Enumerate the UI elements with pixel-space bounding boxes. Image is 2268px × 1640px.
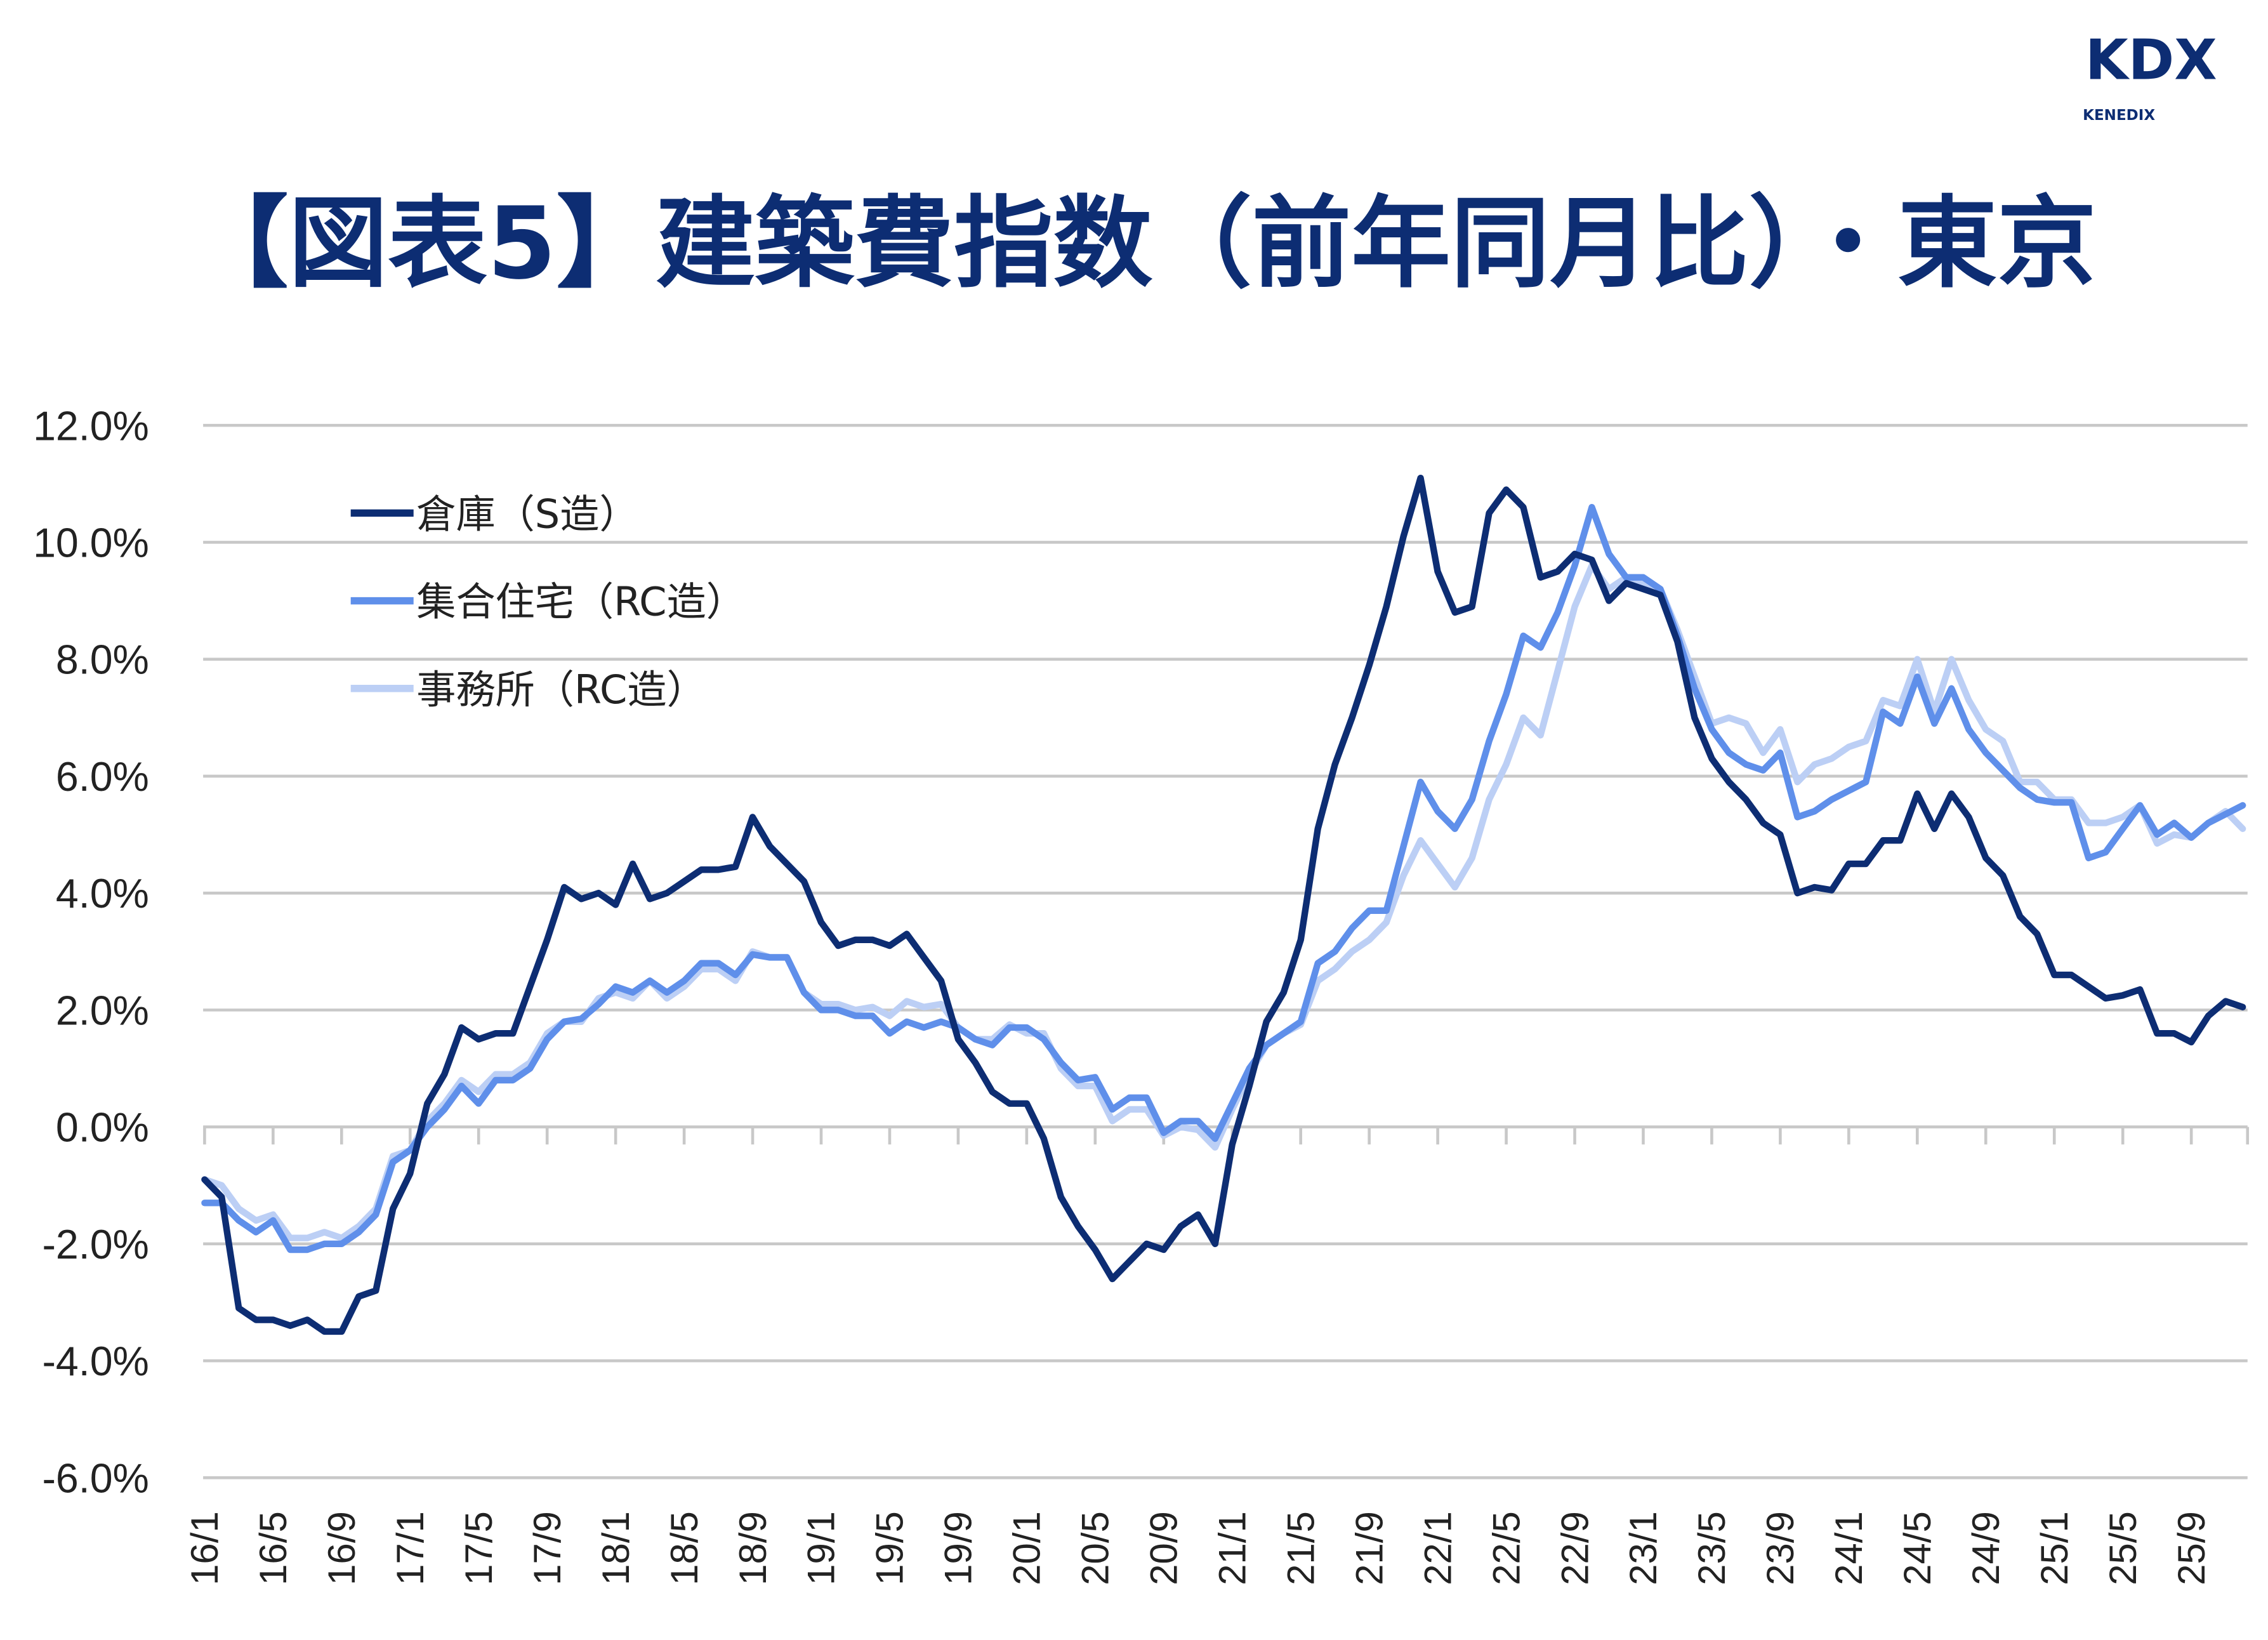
y-axis-ticks: 12.0% 10.0% 8.0% 6.0% 4.0% 2.0% 0.0% -2.0% -4.0%… (33, 403, 149, 1501)
x-tick-label: 20/5 (1074, 1511, 1117, 1585)
x-tick-label: 24/1 (1828, 1511, 1870, 1585)
x-axis: 16/1 16/5 16/9 17/1 17/5 17/9 18/1 18/5 18/9 19/1… (183, 1127, 2250, 1585)
x-tick-label: 20/9 (1143, 1511, 1185, 1585)
gridlines (203, 423, 2248, 1479)
y-tick-label: 0.0% (56, 1105, 149, 1151)
x-tick-label: 20/1 (1006, 1511, 1048, 1585)
y-tick-label: 2.0% (56, 988, 149, 1033)
x-tick-label: 21/5 (1279, 1511, 1322, 1585)
x-tick-label: 18/1 (595, 1511, 637, 1585)
y-tick-label: 8.0% (56, 637, 149, 683)
logo-text: KDX (2085, 27, 2217, 92)
y-tick-label: 6.0% (56, 754, 149, 800)
kdx-logo: KDX KENEDIX (2083, 27, 2217, 123)
x-tick-label: 19/1 (800, 1511, 843, 1585)
y-tick-label: -6.0% (42, 1455, 148, 1501)
y-tick-label: 4.0% (56, 871, 149, 916)
legend-label: 倉庫（S造） (416, 491, 638, 537)
x-tick-label: 21/9 (1348, 1511, 1390, 1585)
x-tick-label: 23/9 (1759, 1511, 1802, 1585)
x-tick-label: 25/5 (2102, 1511, 2144, 1585)
x-tick-label: 22/5 (1485, 1511, 1527, 1585)
x-tick-label: 22/1 (1416, 1511, 1459, 1585)
y-tick-label: 10.0% (33, 520, 149, 565)
x-tick-label: 23/5 (1691, 1511, 1733, 1585)
x-tick-label: 16/9 (320, 1511, 363, 1585)
x-tick-label: 18/9 (732, 1511, 774, 1585)
y-tick-label: 12.0% (33, 403, 149, 449)
series-line-1 (201, 504, 2246, 1253)
series-lines (201, 474, 2246, 1335)
x-tick-label: 18/5 (663, 1511, 706, 1585)
x-tick-label: 19/5 (869, 1511, 911, 1585)
x-tick-label: 17/9 (526, 1511, 569, 1585)
x-tick-label: 17/1 (389, 1511, 432, 1585)
x-tick-label: 21/1 (1211, 1511, 1253, 1585)
legend-label: 集合住宅（RC造） (416, 579, 746, 625)
x-tick-label: 24/9 (1965, 1511, 2007, 1585)
legend: 倉庫（S造） 集合住宅（RC造） 事務所（RC造） (350, 491, 746, 713)
y-tick-label: -2.0% (42, 1222, 148, 1267)
x-tick-label: 19/9 (937, 1511, 980, 1585)
x-tick-label: 25/9 (2170, 1511, 2213, 1585)
legend-label: 事務所（RC造） (416, 666, 706, 713)
x-tick-label: 25/1 (2033, 1511, 2076, 1585)
x-tick-label: 16/5 (252, 1511, 294, 1585)
x-tick-label: 17/5 (458, 1511, 500, 1585)
x-tick-label: 16/1 (183, 1511, 226, 1585)
chart-title: 【図表5】建築費指数（前年同月比）・東京 (189, 186, 2097, 301)
x-tick-label: 22/9 (1553, 1511, 1596, 1585)
x-tick-label: 24/5 (1896, 1511, 1939, 1585)
logo-subtext: KENEDIX (2083, 107, 2155, 124)
x-tick-label: 23/1 (1622, 1511, 1665, 1585)
y-tick-label: -4.0% (42, 1339, 148, 1384)
series-line-0 (201, 474, 2246, 1335)
